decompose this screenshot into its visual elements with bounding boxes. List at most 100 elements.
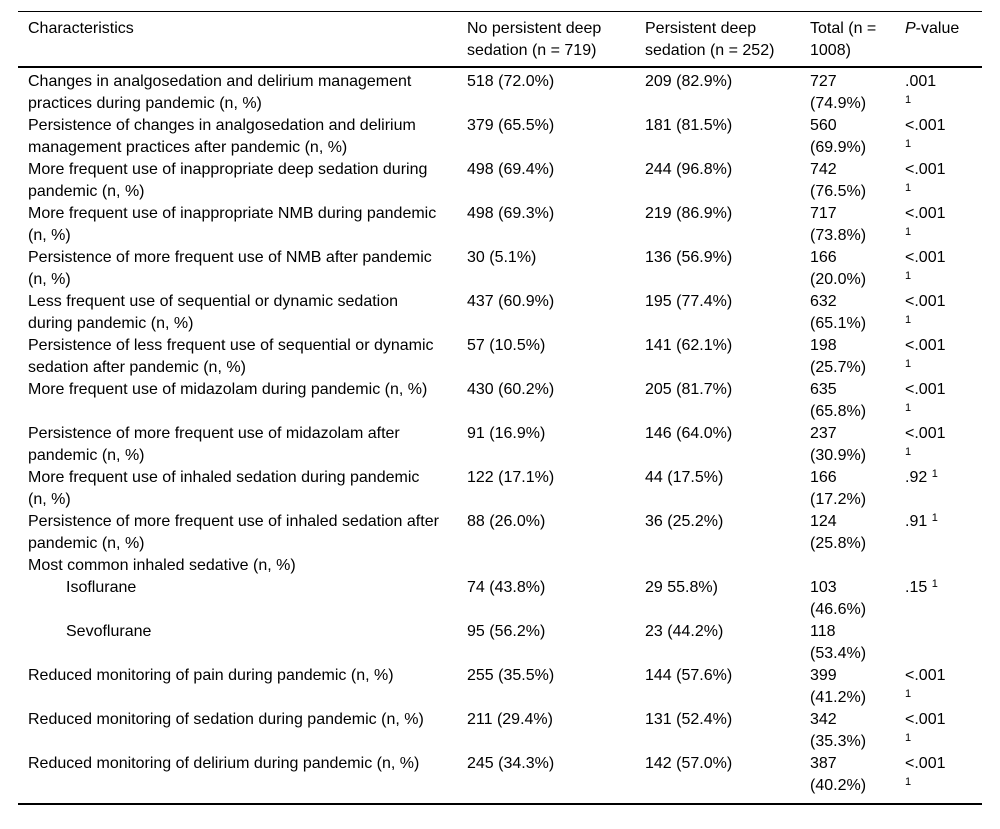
cell-persistent-deep-sedation: 195 (77.4%) [645, 293, 733, 310]
p-value-text: <.001 [905, 161, 946, 178]
cell-persistent-deep-sedation: 23 (44.2%) [645, 623, 724, 640]
table-row: More frequent use of inappropriate NMB d… [18, 203, 982, 247]
column-header-characteristics: Characteristics [18, 11, 467, 68]
cell-characteristic: Persistence of less frequent use of sequ… [28, 337, 434, 376]
cell-total: 635 (65.8%) [810, 381, 867, 420]
cell-persistent-deep-sedation: 146 (64.0%) [645, 425, 733, 442]
footnote-marker: 1 [905, 446, 912, 458]
p-value-text: <.001 [905, 381, 946, 398]
cell-persistent-deep-sedation: 131 (52.4%) [645, 711, 733, 728]
cell-p-value: .91 1 [905, 511, 982, 555]
column-header-no-persistent-deep-sedation: No persistent deep sedation (n = 719) [467, 11, 645, 68]
cell-p-value: <.001 1 [905, 247, 982, 291]
cell-no-persistent-deep-sedation: 88 (26.0%) [467, 513, 546, 530]
cell-p-value: .001 1 [905, 67, 982, 115]
footnote-marker: 1 [905, 688, 912, 700]
footnote-marker: 1 [905, 270, 912, 282]
table-row: Reduced monitoring of delirium during pa… [18, 753, 982, 804]
cell-p-value: <.001 1 [905, 203, 982, 247]
cell-p-value: <.001 1 [905, 159, 982, 203]
table-header: Characteristics No persistent deep sedat… [18, 11, 982, 68]
cell-no-persistent-deep-sedation: 518 (72.0%) [467, 73, 555, 90]
table-row: Persistence of more frequent use of mida… [18, 423, 982, 467]
cell-no-persistent-deep-sedation: 379 (65.5%) [467, 117, 555, 134]
column-header-total: Total (n = 1008) [810, 11, 905, 68]
footnote-marker: 1 [905, 776, 912, 788]
cell-no-persistent-deep-sedation: 498 (69.3%) [467, 205, 555, 222]
page: Characteristics No persistent deep sedat… [0, 11, 1000, 805]
cell-characteristic: More frequent use of inappropriate deep … [28, 161, 428, 200]
cell-p-value: <.001 1 [905, 335, 982, 379]
cell-persistent-deep-sedation [645, 555, 810, 577]
footnote-marker: 1 [931, 578, 938, 590]
cell-characteristic: Reduced monitoring of sedation during pa… [28, 711, 424, 728]
cell-p-value: <.001 1 [905, 379, 982, 423]
cell-no-persistent-deep-sedation: 430 (60.2%) [467, 381, 555, 398]
cell-p-value: <.001 1 [905, 665, 982, 709]
cell-characteristic: Isoflurane [66, 579, 137, 596]
p-value-text: <.001 [905, 249, 946, 266]
cell-total: 742 (76.5%) [810, 161, 867, 200]
cell-total: 124 (25.8%) [810, 513, 867, 552]
cell-p-value: .15 1 [905, 577, 982, 621]
table-row: Reduced monitoring of sedation during pa… [18, 709, 982, 753]
footnote-marker: 1 [905, 402, 912, 414]
cell-total: 342 (35.3%) [810, 711, 867, 750]
cell-p-value [905, 621, 982, 665]
footnote-marker: 1 [905, 226, 912, 238]
cell-persistent-deep-sedation: 205 (81.7%) [645, 381, 733, 398]
cell-persistent-deep-sedation: 29 55.8%) [645, 579, 718, 596]
cell-persistent-deep-sedation: 44 (17.5%) [645, 469, 724, 486]
cell-no-persistent-deep-sedation: 498 (69.4%) [467, 161, 555, 178]
table-row: Sevoflurane 95 (56.2%) 23 (44.2%) 118 (53.4… [18, 621, 982, 665]
cell-characteristic: Reduced monitoring of pain during pandem… [28, 667, 394, 684]
cell-total: 118 (53.4%) [810, 623, 867, 662]
cell-total: 632 (65.1%) [810, 293, 867, 332]
table-row: Reduced monitoring of pain during pandem… [18, 665, 982, 709]
table-body: Changes in analgosedation and delirium m… [18, 67, 982, 804]
cell-characteristic: Changes in analgosedation and delirium m… [28, 73, 412, 112]
cell-no-persistent-deep-sedation: 91 (16.9%) [467, 425, 546, 442]
p-value-text: .001 [905, 73, 937, 90]
cell-characteristic: Reduced monitoring of delirium during pa… [28, 755, 420, 772]
cell-total: 399 (41.2%) [810, 667, 867, 706]
cell-characteristic: Persistence of changes in analgosedation… [28, 117, 416, 156]
cell-no-persistent-deep-sedation: 122 (17.1%) [467, 469, 555, 486]
table-row: Most common inhaled sedative (n, %) [18, 555, 982, 577]
p-value-text: <.001 [905, 425, 946, 442]
footnote-marker: 1 [905, 182, 912, 194]
cell-characteristic: Persistence of more frequent use of mida… [28, 425, 400, 464]
table-row: More frequent use of inappropriate deep … [18, 159, 982, 203]
cell-no-persistent-deep-sedation: 74 (43.8%) [467, 579, 546, 596]
p-value-text: <.001 [905, 293, 946, 310]
cell-characteristic: More frequent use of inappropriate NMB d… [28, 205, 437, 244]
cell-total: 198 (25.7%) [810, 337, 867, 376]
cell-total: 717 (73.8%) [810, 205, 867, 244]
cell-persistent-deep-sedation: 136 (56.9%) [645, 249, 733, 266]
cell-p-value: .92 1 [905, 467, 982, 511]
cell-no-persistent-deep-sedation [467, 555, 645, 577]
p-value-header-italic-p: P [905, 20, 916, 37]
column-header-persistent-deep-sedation: Persistent deep sedation (n = 252) [645, 11, 810, 68]
cell-total: 166 (17.2%) [810, 469, 867, 508]
cell-total: 103 (46.6%) [810, 579, 867, 618]
cell-persistent-deep-sedation: 181 (81.5%) [645, 117, 733, 134]
cell-total: 387 (40.2%) [810, 755, 867, 794]
p-value-text: <.001 [905, 667, 946, 684]
table-row: More frequent use of midazolam during pa… [18, 379, 982, 423]
cell-no-persistent-deep-sedation: 245 (34.3%) [467, 755, 555, 772]
p-value-text: .15 [905, 579, 928, 596]
cell-total: 560 (69.9%) [810, 117, 867, 156]
header-row: Characteristics No persistent deep sedat… [18, 11, 982, 68]
cell-persistent-deep-sedation: 219 (86.9%) [645, 205, 733, 222]
footnote-marker: 1 [931, 512, 938, 524]
table-row: Isoflurane 74 (43.8%) 29 55.8%) 103 (46.6%)… [18, 577, 982, 621]
characteristics-table: Characteristics No persistent deep sedat… [18, 11, 982, 805]
table-row: Persistence of changes in analgosedation… [18, 115, 982, 159]
cell-persistent-deep-sedation: 244 (96.8%) [645, 161, 733, 178]
cell-p-value: <.001 1 [905, 753, 982, 804]
table-row: More frequent use of inhaled sedation du… [18, 467, 982, 511]
cell-characteristic: Sevoflurane [66, 623, 152, 640]
cell-p-value [905, 555, 982, 577]
p-value-text: .91 [905, 513, 928, 530]
